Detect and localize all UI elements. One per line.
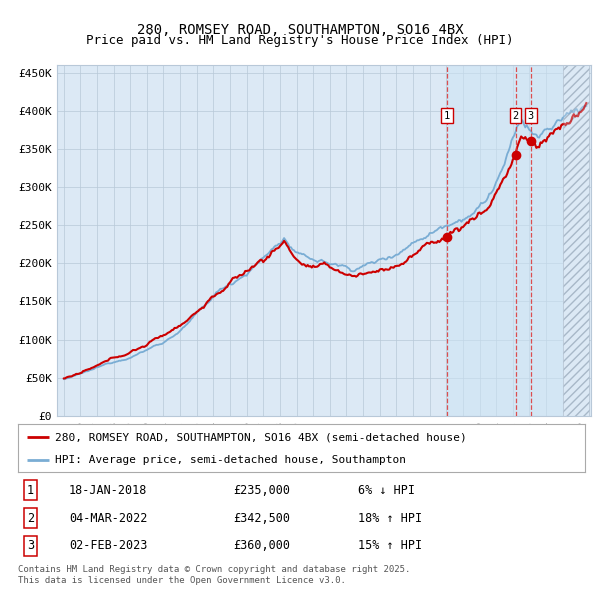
Text: 04-MAR-2022: 04-MAR-2022 [69,512,148,525]
Text: £235,000: £235,000 [233,484,290,497]
Text: 18-JAN-2018: 18-JAN-2018 [69,484,148,497]
Text: £342,500: £342,500 [233,512,290,525]
Text: 1: 1 [27,484,34,497]
Text: Contains HM Land Registry data © Crown copyright and database right 2025.
This d: Contains HM Land Registry data © Crown c… [18,565,410,585]
Text: 3: 3 [528,111,534,121]
Text: 6% ↓ HPI: 6% ↓ HPI [358,484,415,497]
Text: HPI: Average price, semi-detached house, Southampton: HPI: Average price, semi-detached house,… [55,455,406,465]
Text: 2: 2 [27,512,34,525]
Text: Price paid vs. HM Land Registry's House Price Index (HPI): Price paid vs. HM Land Registry's House … [86,34,514,47]
Text: £360,000: £360,000 [233,539,290,552]
Text: 280, ROMSEY ROAD, SOUTHAMPTON, SO16 4BX: 280, ROMSEY ROAD, SOUTHAMPTON, SO16 4BX [137,23,463,37]
Text: 3: 3 [27,539,34,552]
Text: 18% ↑ HPI: 18% ↑ HPI [358,512,422,525]
Bar [447,65,563,416]
Text: 280, ROMSEY ROAD, SOUTHAMPTON, SO16 4BX (semi-detached house): 280, ROMSEY ROAD, SOUTHAMPTON, SO16 4BX … [55,432,467,442]
Text: 1: 1 [444,111,450,121]
Text: 2: 2 [512,111,519,121]
Text: 02-FEB-2023: 02-FEB-2023 [69,539,148,552]
Text: 15% ↑ HPI: 15% ↑ HPI [358,539,422,552]
